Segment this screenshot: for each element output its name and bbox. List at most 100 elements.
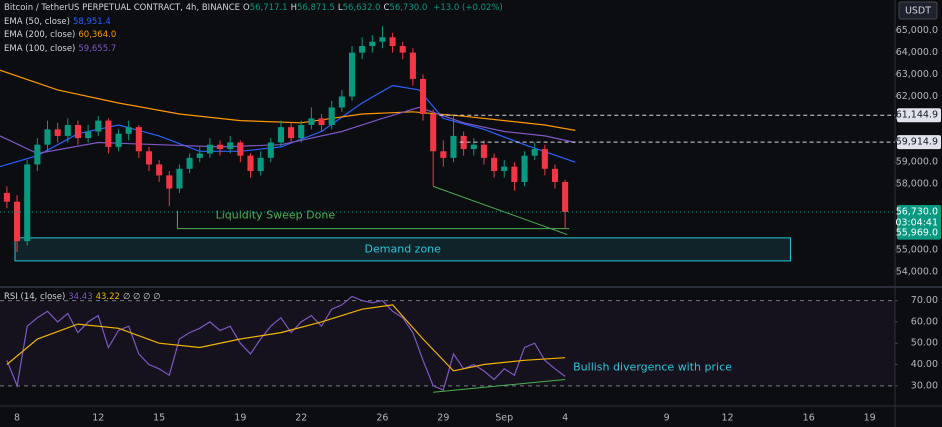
legend-value: 60,364.0 — [78, 30, 117, 40]
candle-body — [3, 192, 10, 202]
price-label-box — [897, 108, 941, 123]
ema-line — [0, 69, 576, 131]
candle-body — [369, 41, 376, 47]
x-tick-label: 4 — [562, 413, 568, 424]
candle-body — [430, 114, 437, 152]
low-price-box — [897, 226, 941, 240]
x-tick-label: 19 — [864, 413, 876, 424]
legend-name: EMA (100, close) — [4, 43, 76, 54]
candle-body — [125, 127, 132, 134]
legend-value: 58,951.4 — [72, 16, 111, 27]
candle-body — [491, 157, 498, 171]
y-tick-label: 54,000.0 — [896, 266, 938, 277]
candle-body — [359, 46, 366, 53]
candle-body — [531, 149, 538, 156]
candle-body — [217, 144, 224, 150]
legend-row[interactable]: EMA (50, close) 58,951.4 — [4, 16, 506, 30]
last-price-box — [897, 204, 941, 229]
candle-body — [277, 127, 284, 143]
candle-body — [145, 151, 153, 165]
candle-body — [74, 124, 81, 139]
candle-body — [419, 78, 427, 114]
divergence-line — [433, 378, 566, 393]
candle-body — [318, 118, 325, 125]
x-tick-label: 12 — [92, 413, 104, 424]
symbol: Bitcoin / TetherUS PERPETUAL CONTRACT, 4… — [4, 3, 241, 13]
x-tick-label: 26 — [376, 413, 388, 424]
candle-body — [389, 37, 396, 47]
y-tick-label: 30.00 — [911, 380, 938, 391]
y-tick-label: 70.00 — [911, 295, 938, 306]
legend-row[interactable]: EMA (200, close) 60,364.0 — [4, 29, 506, 43]
rsi-title: RSI (14, close) — [4, 292, 66, 302]
x-tick-label: Sep — [495, 413, 513, 424]
divergence-label: Bullish divergence with price — [573, 360, 732, 373]
low-price-label: 55,969.0 — [896, 228, 938, 239]
candle-body — [95, 120, 102, 132]
candle-body — [409, 52, 416, 79]
ohlc-key: L — [337, 3, 343, 13]
candle-body — [562, 181, 569, 212]
candle-body — [257, 157, 264, 171]
candle-body — [379, 37, 386, 42]
x-tick-label: 15 — [153, 413, 165, 424]
y-tick-label: 55,000.0 — [896, 244, 938, 255]
candle-body — [156, 164, 163, 176]
symbol-row: Bitcoin / TetherUS PERPETUAL CONTRACT, 4… — [4, 2, 506, 16]
candle-body — [34, 144, 41, 165]
ohlc-key: C — [383, 3, 390, 13]
x-tick-label: 9 — [664, 413, 670, 424]
price-label: 59,914.9 — [896, 137, 938, 148]
ema-line — [0, 84, 576, 168]
y-tick-label: 65,000.0 — [896, 25, 938, 36]
candle-body — [308, 118, 315, 125]
candle-body — [440, 151, 447, 158]
ohlc-value: 56,730.0 — [389, 3, 428, 13]
last-price-label: 56,730.0 — [896, 206, 938, 217]
candle-body — [14, 201, 21, 242]
y-tick-label: 58,000.0 — [896, 179, 938, 190]
price-label: 61,144.9 — [896, 110, 938, 121]
candle-body — [186, 157, 193, 169]
y-tick-label: 59,000.0 — [896, 157, 938, 168]
legend-name: EMA (50, close) — [4, 16, 70, 27]
candle-body — [521, 155, 528, 182]
candle-body — [551, 168, 559, 182]
x-tick-label: 12 — [721, 413, 733, 424]
candle-body — [501, 166, 508, 171]
candle-body — [460, 135, 467, 150]
candle-body — [196, 153, 203, 158]
currency: USDT — [905, 6, 931, 17]
candle-body — [135, 127, 142, 152]
y-tick-label: 62,000.0 — [896, 91, 938, 102]
x-tick-label: 16 — [803, 413, 815, 424]
candle-body — [64, 124, 71, 136]
candle-body — [105, 120, 112, 147]
x-tick-label: 8 — [14, 413, 20, 424]
ohlc-value: 56,632.0 — [342, 3, 381, 13]
ohlc: O56,717.1 H56,871.5 L56,632.0 C56,730.0 — [243, 3, 430, 13]
candle-body — [85, 131, 92, 139]
candle-body — [450, 135, 457, 158]
y-tick-label: 60.00 — [911, 316, 938, 327]
trendline — [433, 185, 568, 236]
ohlc-value: 56,717.1 — [249, 3, 288, 13]
x-tick-label: 22 — [295, 413, 307, 424]
ema-line — [0, 106, 576, 155]
candle-body — [247, 155, 254, 171]
y-tick-label: 50.00 — [911, 338, 938, 349]
candle-body — [480, 144, 487, 158]
demand-zone — [14, 237, 791, 262]
legend-row[interactable]: EMA (100, close) 59,655.7 — [4, 43, 506, 57]
candle-body — [470, 144, 477, 150]
candle-body — [206, 144, 213, 154]
rsi-value: 43.22 — [95, 292, 120, 302]
rsi-extra: ∅ ∅ ∅ ∅ — [122, 292, 161, 302]
candle-body — [328, 107, 335, 125]
rsi-value: 34.43 — [68, 292, 93, 302]
candle-body — [511, 166, 518, 182]
change: +13.0 (+0.02%) — [433, 3, 503, 13]
candle-body — [348, 52, 356, 97]
